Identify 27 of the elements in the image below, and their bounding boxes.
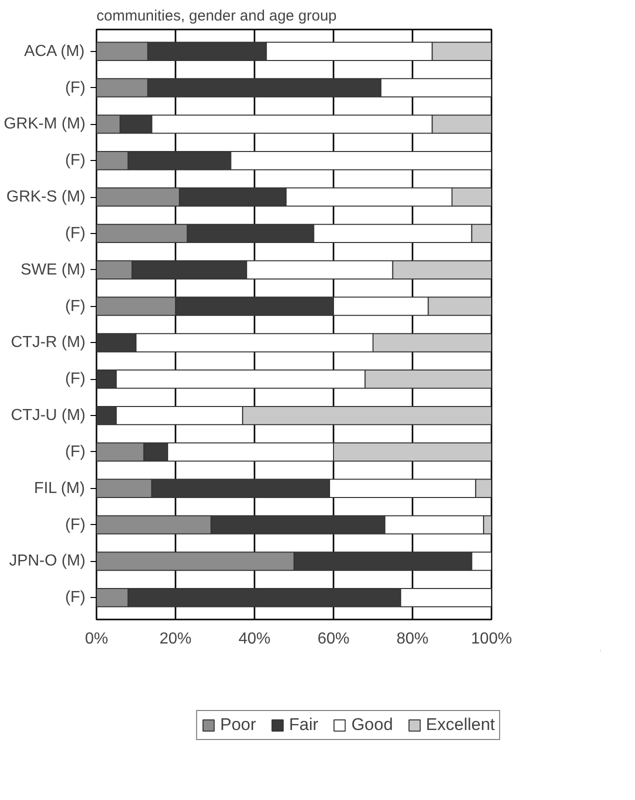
x-tick-label: 80% xyxy=(396,630,429,648)
y-tick-label: ACA (M) xyxy=(24,42,85,60)
y-tick-label: JPN-O (M) xyxy=(9,552,86,570)
y-tick-label: (F) xyxy=(65,516,86,534)
x-tick-label: 100% xyxy=(471,630,512,648)
y-tick-label: GRK-M (M) xyxy=(4,116,86,133)
y-tick-label: GRK-S (M) xyxy=(6,188,86,206)
y-tick-label: (F) xyxy=(65,152,86,170)
x-tick-label: 20% xyxy=(159,630,192,648)
x-tick-label: 40% xyxy=(238,630,271,648)
y-tick-label: (F) xyxy=(65,224,86,242)
y-tick-label: CTJ-U (M) xyxy=(10,407,86,424)
legend-label: Poor xyxy=(220,715,256,735)
x-tick-label: 0% xyxy=(84,630,108,648)
chart-title: communities, gender and age group xyxy=(96,8,337,24)
y-tick-label: (F) xyxy=(65,443,86,460)
legend-label: Excellent xyxy=(426,715,495,735)
y-tick-label: FIL (M) xyxy=(34,480,85,497)
y-tick-label: (F) xyxy=(65,589,86,606)
y-tick-label: (F) xyxy=(65,298,86,315)
y-tick-label: SWE (M) xyxy=(20,261,86,278)
x-tick-label: 60% xyxy=(317,630,350,648)
legend-label: Fair xyxy=(289,715,318,735)
y-tick-label: (F) xyxy=(65,79,86,96)
legend-label: Good xyxy=(351,715,393,735)
y-tick-label: (F) xyxy=(65,370,86,388)
y-tick-label: CTJ-R (M) xyxy=(10,334,86,352)
